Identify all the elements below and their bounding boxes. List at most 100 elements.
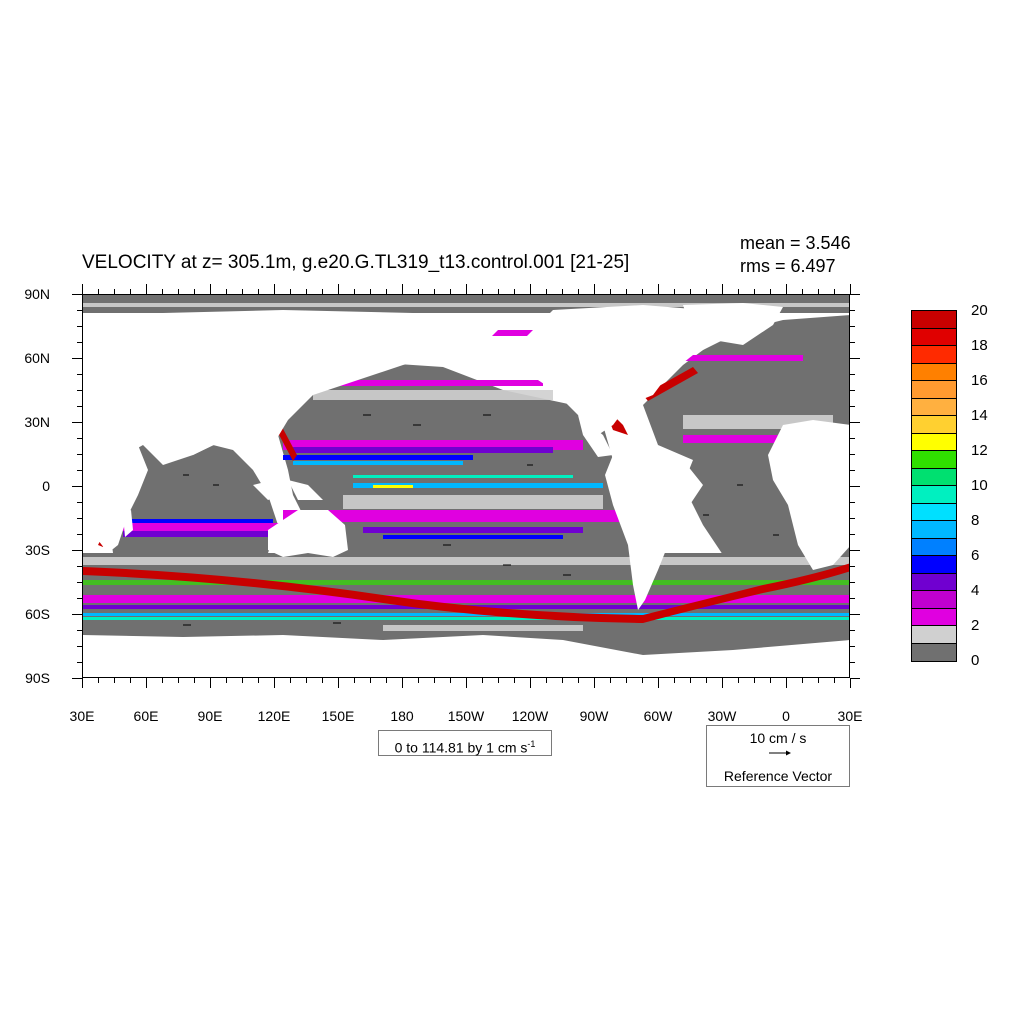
- axis-tick: [162, 289, 163, 294]
- axis-tick: [146, 284, 147, 294]
- axis-tick: [77, 406, 82, 407]
- axis-tick: [402, 284, 403, 294]
- axis-tick: [370, 678, 371, 683]
- axis-tick: [514, 289, 515, 294]
- lon-label-90w: 90W: [579, 708, 609, 724]
- axis-tick: [722, 678, 723, 688]
- axis-tick: [850, 326, 855, 327]
- axis-tick: [850, 662, 855, 663]
- axis-tick: [626, 289, 627, 294]
- axis-tick: [482, 678, 483, 683]
- axis-tick: [242, 289, 243, 294]
- axis-tick: [562, 289, 563, 294]
- axis-tick: [770, 678, 771, 683]
- axis-tick: [226, 289, 227, 294]
- lon-label-90e: 90E: [197, 708, 223, 724]
- mean-stat: mean = 3.546: [740, 233, 851, 253]
- axis-tick: [498, 678, 499, 683]
- axis-tick: [274, 678, 275, 688]
- axis-tick: [658, 284, 659, 294]
- axis-tick: [690, 678, 691, 683]
- axis-tick: [77, 630, 82, 631]
- axis-tick: [850, 598, 855, 599]
- legend-swatch: [912, 626, 956, 644]
- axis-tick: [722, 284, 723, 294]
- axis-tick: [98, 678, 99, 683]
- axis-tick: [706, 678, 707, 683]
- reference-vector-box: 10 cm / s Reference Vector: [706, 725, 850, 787]
- eurasia: [83, 310, 503, 465]
- axis-tick: [642, 678, 643, 683]
- axis-tick: [130, 678, 131, 683]
- axis-tick: [850, 486, 860, 487]
- map-plot-area: [82, 294, 850, 678]
- axis-tick: [850, 310, 855, 311]
- axis-tick: [834, 678, 835, 683]
- axis-tick: [738, 678, 739, 683]
- south-america: [605, 445, 703, 610]
- axis-tick: [610, 678, 611, 683]
- axis-tick: [77, 646, 82, 647]
- axis-tick: [610, 289, 611, 294]
- axis-tick: [258, 289, 259, 294]
- axis-tick: [738, 289, 739, 294]
- axis-tick: [338, 284, 339, 294]
- axis-tick: [72, 614, 82, 615]
- axis-tick: [450, 289, 451, 294]
- axis-tick: [466, 678, 467, 688]
- axis-tick: [434, 289, 435, 294]
- lat-label-60s: 60S: [25, 606, 50, 622]
- lat-label-60n: 60N: [24, 350, 50, 366]
- axis-tick: [77, 662, 82, 663]
- axis-tick: [850, 678, 860, 679]
- legend-swatch: [912, 538, 956, 556]
- axis-tick: [642, 289, 643, 294]
- axis-tick: [77, 534, 82, 535]
- axis-tick: [578, 289, 579, 294]
- lon-label-180: 180: [390, 708, 414, 724]
- lon-label-30e: 30E: [69, 708, 95, 724]
- axis-tick: [338, 678, 339, 688]
- axis-tick: [482, 289, 483, 294]
- axis-tick: [498, 289, 499, 294]
- axis-tick: [354, 678, 355, 683]
- lon-label-60e: 60E: [133, 708, 159, 724]
- axis-tick: [386, 678, 387, 683]
- axis-tick: [77, 326, 82, 327]
- axis-tick: [77, 310, 82, 311]
- lon-label-150w: 150W: [447, 708, 485, 724]
- legend-swatch: [912, 591, 956, 609]
- axis-tick: [850, 406, 855, 407]
- reference-vector-label: Reference Vector: [723, 768, 833, 784]
- axis-tick: [562, 678, 563, 683]
- axis-tick: [77, 390, 82, 391]
- axis-tick: [290, 678, 291, 683]
- axis-tick: [818, 678, 819, 683]
- axis-tick: [850, 502, 855, 503]
- legend-swatch: [912, 311, 956, 329]
- axis-tick: [850, 358, 860, 359]
- axis-tick: [322, 678, 323, 683]
- axis-tick: [674, 678, 675, 683]
- plot-title: VELOCITY at z= 305.1m, g.e20.G.TL319_t13…: [82, 252, 630, 273]
- axis-tick: [850, 454, 855, 455]
- legend-label-6: 6: [971, 547, 980, 564]
- axis-tick: [77, 582, 82, 583]
- axis-tick: [194, 289, 195, 294]
- axis-tick: [178, 289, 179, 294]
- axis-tick: [210, 284, 211, 294]
- axis-tick: [690, 289, 691, 294]
- axis-tick: [162, 678, 163, 683]
- legend-swatch: [912, 608, 956, 626]
- lat-label-90s: 90S: [25, 670, 50, 686]
- axis-tick: [226, 678, 227, 683]
- color-legend: [911, 310, 957, 662]
- axis-tick: [98, 289, 99, 294]
- axis-tick: [850, 374, 855, 375]
- axis-tick: [530, 678, 531, 688]
- axis-tick: [850, 646, 855, 647]
- axis-tick: [658, 678, 659, 688]
- axis-tick: [706, 289, 707, 294]
- velocity-vectors: [183, 414, 779, 626]
- lon-label-60w: 60W: [643, 708, 673, 724]
